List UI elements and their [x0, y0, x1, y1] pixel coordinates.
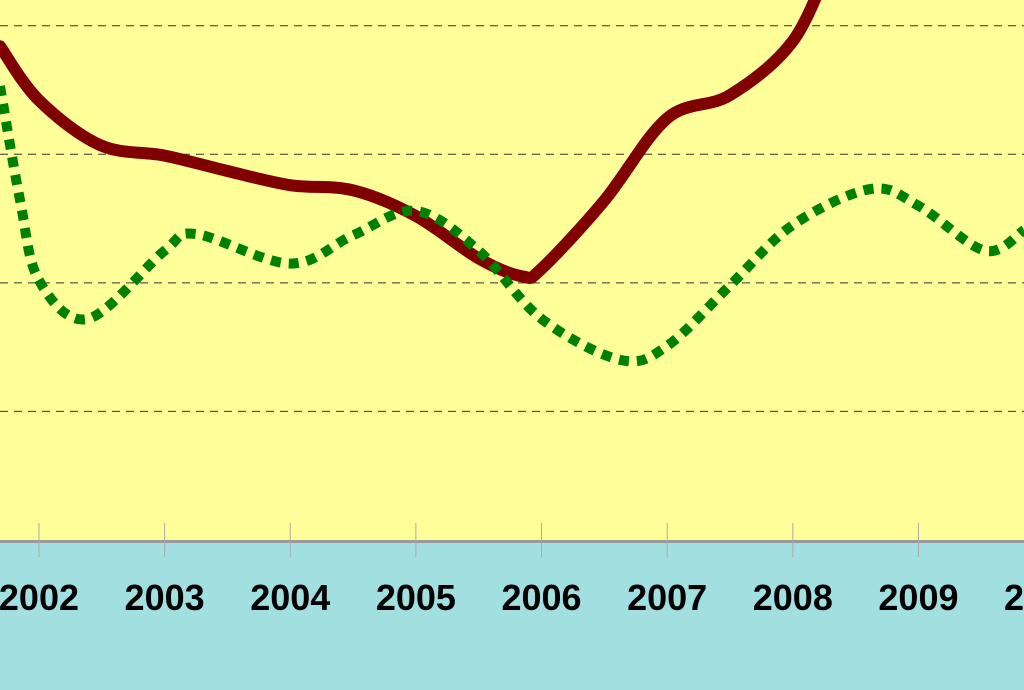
x-tick-label: 2009: [878, 577, 958, 618]
x-tick-label: 2010: [1004, 577, 1024, 618]
x-tick-label: 2004: [250, 577, 330, 618]
plot-lines: [0, 0, 1024, 367]
x-tick-label: 2008: [753, 577, 833, 618]
series-line: [0, 85, 1024, 367]
x-tick-label: 2003: [125, 577, 205, 618]
x-tick-label: 2002: [0, 577, 79, 618]
x-tick-label: 2006: [501, 577, 581, 618]
x-tick-label: 2007: [627, 577, 707, 618]
x-tick-label: 2005: [376, 577, 456, 618]
series-line: [0, 0, 822, 285]
x-axis-line: [0, 540, 1024, 543]
axis-area: [0, 540, 1024, 690]
